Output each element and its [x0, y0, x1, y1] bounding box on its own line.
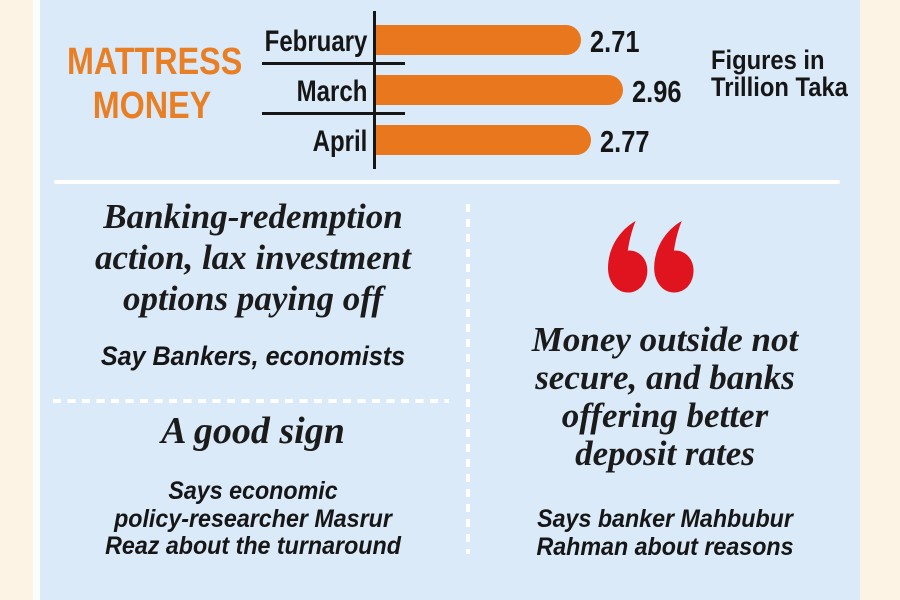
row-separator: [262, 62, 405, 65]
right-headline-line4: deposit rates: [575, 434, 755, 473]
bar-category-label: April: [312, 125, 367, 158]
bar: [376, 75, 623, 105]
right-headline-line3: offering better: [561, 396, 769, 435]
chart-title-line2: MONEY: [92, 85, 212, 127]
left-subhead: A good sign: [161, 410, 345, 452]
left-sub-attribution-line1: Says economic: [168, 477, 338, 505]
right-headline-line2: secure, and banks: [535, 358, 795, 397]
bar-value-label: 2.71: [590, 24, 640, 59]
horizontal-divider: [54, 180, 840, 184]
left-sub-attribution: Says economic policy-researcher Masrur R…: [59, 477, 448, 561]
right-attribution-line2: Rahman about reasons: [536, 532, 794, 561]
left-headline-line1: Banking-redemption: [103, 197, 403, 236]
dotted-vertical-divider: [466, 204, 470, 554]
right-cream-margin: [860, 0, 900, 600]
bar-value-label: 2.77: [600, 124, 650, 159]
right-headline: Money outside not secure, and banks offe…: [472, 321, 858, 473]
chart-axis-line: [373, 11, 376, 169]
left-headline-line3: options paying off: [123, 279, 383, 318]
right-attribution: Says banker Mahbubur Rahman about reason…: [486, 505, 845, 561]
bar-category-label: March: [296, 75, 367, 108]
bar: [376, 25, 581, 55]
chart-unit-note-line1: Figures in: [711, 45, 825, 75]
chart-title-line1: MATTRESS: [67, 41, 243, 83]
chart-title: MATTRESS MONEY: [67, 40, 243, 128]
row-separator: [262, 112, 405, 115]
left-headline-line2: action, lax investment: [95, 238, 411, 277]
bar-value-label: 2.96: [632, 74, 682, 109]
dotted-horizontal-divider: [53, 399, 449, 403]
left-border-sliver: [33, 0, 40, 600]
right-attribution-line1: Says banker Mahbubur: [537, 505, 793, 533]
bar: [376, 125, 591, 155]
left-attribution: Say Bankers, economists: [100, 341, 406, 371]
left-headline: Banking-redemption action, lax investmen…: [44, 196, 462, 319]
chart-unit-note-line2: Trillion Taka: [711, 72, 848, 102]
right-headline-line1: Money outside not: [531, 320, 799, 359]
left-sub-attribution-line3: Reaz about the turnaround: [105, 532, 401, 560]
left-sub-attribution-line2: policy-researcher Masrur: [114, 504, 392, 533]
opening-quote-icon: [608, 221, 694, 293]
chart-unit-note: Figures in Trillion Taka: [711, 47, 852, 101]
bar-category-label: February: [264, 25, 367, 58]
